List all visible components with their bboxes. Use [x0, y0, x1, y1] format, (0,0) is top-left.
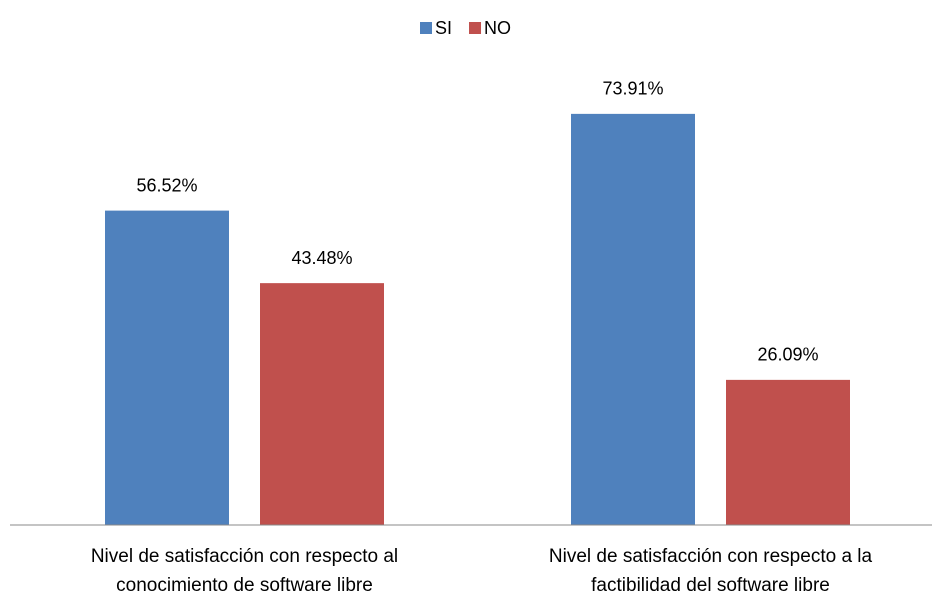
- data-label: 43.48%: [291, 248, 352, 268]
- x-tick-label: Nivel de satisfacción con respecto al co…: [90, 546, 399, 596]
- bar: [260, 283, 384, 525]
- legend-swatch: [420, 22, 432, 34]
- x-tick-label: Nivel de satisfacción con respecto a la …: [548, 546, 873, 596]
- legend-label: NO: [484, 18, 511, 38]
- bar: [571, 113, 695, 526]
- data-label: 56.52%: [136, 175, 197, 195]
- bar: [726, 379, 850, 525]
- legend-label: SI: [435, 18, 452, 38]
- data-label: 73.91%: [602, 79, 663, 99]
- bar: [105, 210, 229, 526]
- legend-swatch: [469, 22, 482, 34]
- data-label: 26.09%: [757, 345, 818, 365]
